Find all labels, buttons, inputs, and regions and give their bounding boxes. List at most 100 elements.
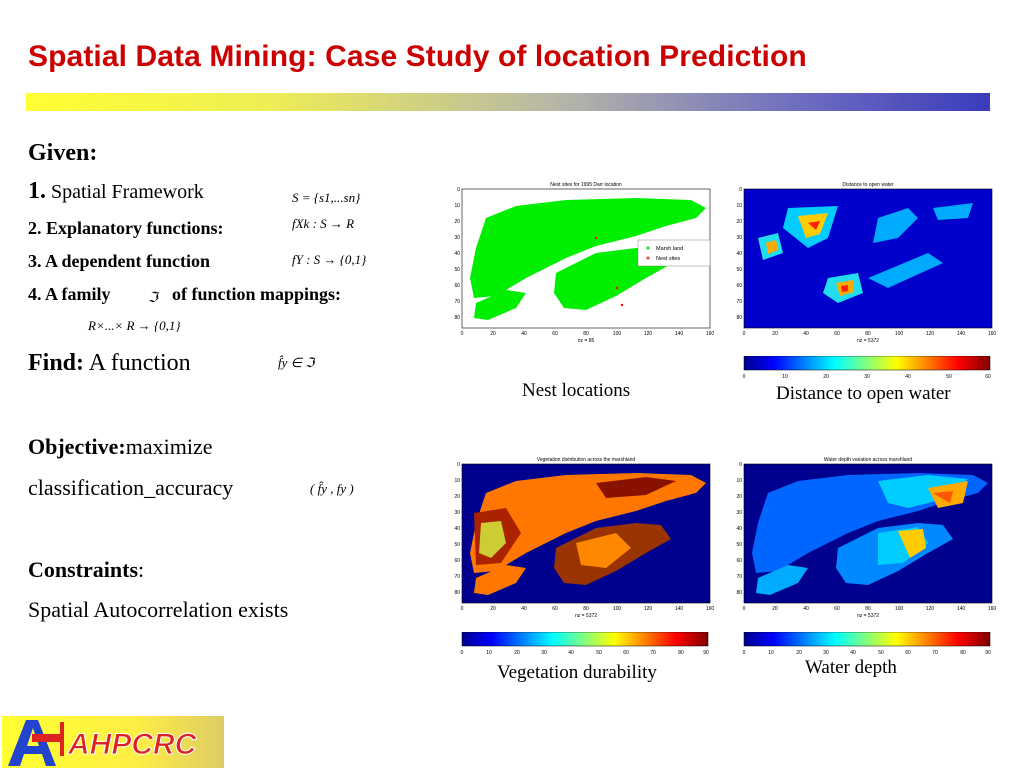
distance-to-water-plot: Distance to open water 0 10 20 30 40 50 60 70 80… [728,178,1000,346]
svg-text:0: 0 [461,650,464,656]
svg-text:10: 10 [736,203,742,209]
svg-text:80: 80 [736,590,742,596]
svg-text:80: 80 [454,315,460,321]
vegetation-plot: Vegetation distribution across the marsh… [446,453,718,621]
svg-text:20: 20 [772,606,778,612]
objective-text: maximize [125,434,213,459]
svg-text:60: 60 [834,606,840,612]
svg-text:40: 40 [454,526,460,532]
ahpcrc-logo: AHPCRC [2,716,224,768]
svg-text:30: 30 [454,510,460,516]
svg-text:140: 140 [957,606,966,612]
svg-text:50: 50 [878,650,884,656]
svg-text:0: 0 [739,187,742,193]
item-1-text: Spatial Framework [46,181,204,203]
svg-text:50: 50 [736,267,742,273]
svg-text:0: 0 [743,374,746,380]
svg-text:100: 100 [613,331,622,337]
svg-text:70: 70 [454,299,460,305]
svg-text:20: 20 [454,219,460,225]
svg-text:30: 30 [823,650,829,656]
svg-text:120: 120 [926,606,935,612]
formula-mapping: R×...× R → {0,1} [88,318,181,333]
svg-text:60: 60 [623,650,629,656]
svg-text:10: 10 [454,203,460,209]
item-4-b: of function mappings: [172,284,342,304]
svg-text:160: 160 [706,331,715,337]
svg-text:80: 80 [865,606,871,612]
svg-text:100: 100 [613,606,622,612]
svg-text:30: 30 [454,235,460,241]
plot-title: Vegetation distribution across the marsh… [537,457,636,463]
svg-text:140: 140 [957,331,966,337]
svg-text:10: 10 [768,650,774,656]
distance-heat-regions [758,203,973,303]
legend-marsh-land: Marsh land [656,246,683,252]
logo-text: AHPCRC [67,728,198,761]
svg-text:140: 140 [675,606,684,612]
formula-family-symbol: ℑ [148,291,158,306]
constraints-text: Spatial Autocorrelation exists [28,597,289,622]
constraints-line: Constraints: [28,557,144,583]
svg-text:60: 60 [985,374,991,380]
svg-text:20: 20 [736,219,742,225]
svg-text:50: 50 [596,650,602,656]
nz-label: nz = 5372 [857,338,879,344]
svg-text:20: 20 [490,606,496,612]
nest-sites-plot: Nest sites for 1995 Darr location Marsh … [446,178,718,346]
colorbar-ticks: 0 10 20 30 40 50 60 70 80 90 [743,650,991,656]
svg-text:50: 50 [736,542,742,548]
svg-text:120: 120 [926,331,935,337]
objective-line: Objective:maximize [28,434,212,460]
nz-label: nz = 5372 [575,613,597,619]
svg-text:30: 30 [864,374,870,380]
nest-sites-points [594,236,624,307]
svg-text:90: 90 [703,650,709,656]
svg-text:20: 20 [823,374,829,380]
svg-text:50: 50 [454,267,460,273]
svg-text:40: 40 [521,331,527,337]
svg-text:60: 60 [834,331,840,337]
svg-text:0: 0 [743,331,746,337]
svg-text:30: 30 [736,235,742,241]
svg-text:160: 160 [988,606,997,612]
objective-label: Objective: [28,434,126,459]
svg-text:80: 80 [678,650,684,656]
find-text: A function [84,350,191,376]
svg-text:20: 20 [796,650,802,656]
svg-text:80: 80 [865,331,871,337]
svg-text:50: 50 [946,374,952,380]
svg-text:160: 160 [988,331,997,337]
distance-colorbar: 0 10 20 30 40 50 60 [742,355,992,387]
svg-text:100: 100 [895,331,904,337]
svg-text:40: 40 [905,374,911,380]
caption-nest-locations: Nest locations [522,380,631,401]
svg-text:80: 80 [960,650,966,656]
svg-text:0: 0 [743,606,746,612]
vegetation-colorbar: 0 10 20 30 40 50 60 70 80 90 [460,631,712,663]
svg-text:60: 60 [552,331,558,337]
plot-title: Distance to open water [842,182,893,188]
svg-text:120: 120 [644,606,653,612]
svg-text:40: 40 [803,606,809,612]
nz-label: nz = 5372 [857,613,879,619]
plot-title: Water depth variation across marshland [824,457,912,463]
svg-text:70: 70 [650,650,656,656]
svg-text:0: 0 [457,462,460,468]
svg-text:10: 10 [782,374,788,380]
svg-text:20: 20 [454,494,460,500]
svg-text:0: 0 [743,650,746,656]
svg-text:100: 100 [895,606,904,612]
vegetation-regions [470,473,706,595]
svg-text:80: 80 [736,315,742,321]
svg-text:60: 60 [454,283,460,289]
svg-text:60: 60 [905,650,911,656]
svg-text:60: 60 [736,283,742,289]
svg-text:40: 40 [454,251,460,257]
formula-accuracy: ( f̂y , fy ) [310,481,354,496]
svg-text:20: 20 [736,494,742,500]
svg-text:60: 60 [736,558,742,564]
legend-nest-sites: Nest sites [656,256,680,262]
constraints-colon: : [138,557,145,582]
formula-dependent: fY : S → {0,1} [292,252,367,267]
